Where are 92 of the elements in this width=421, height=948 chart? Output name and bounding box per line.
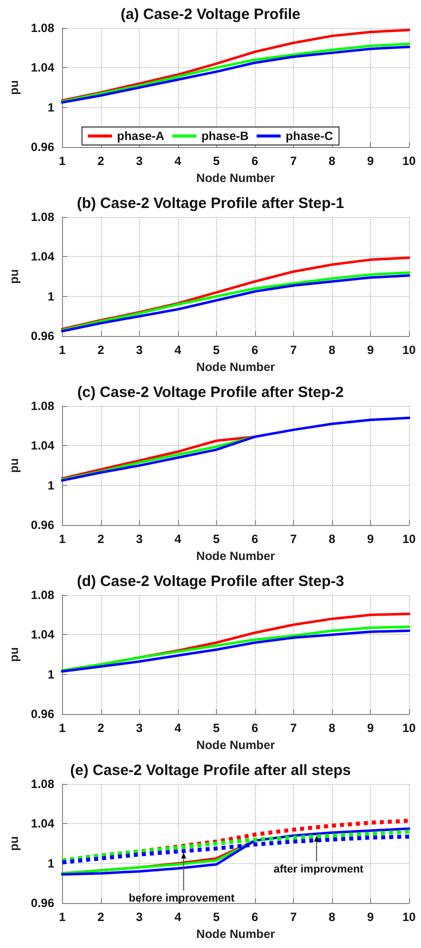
y-tick-label: 1 (48, 478, 55, 492)
x-tick-label: 9 (367, 910, 374, 924)
y-tick-label: 0.96 (30, 707, 55, 722)
x-tick-label: 6 (252, 154, 259, 168)
x-tick-label: 1 (58, 532, 66, 546)
x-tick-label: 2 (97, 154, 104, 168)
chart-title: (d) Case-2 Voltage Profile after Step-3 (76, 573, 344, 590)
x-tick-label: 6 (252, 532, 259, 546)
x-tick-label: 2 (97, 910, 104, 924)
x-axis-title: Node Number (196, 171, 276, 185)
x-axis-title: Node Number (196, 738, 276, 752)
y-tick-label: 1.08 (30, 777, 55, 791)
line-series (61, 827, 410, 876)
x-tick-label: 5 (213, 532, 220, 546)
x-tick-label: 10 (402, 910, 416, 924)
x-tick-label: 10 (402, 721, 416, 736)
y-tick-label: 1 (48, 856, 55, 870)
x-tick-label: 9 (367, 343, 374, 358)
x-tick-label: 8 (328, 910, 336, 924)
x-tick-label: 5 (213, 343, 220, 358)
y-tick-label: 1.04 (30, 628, 55, 642)
x-tick-label: 1 (58, 343, 66, 358)
x-tick-label: 6 (252, 343, 259, 358)
x-tick-label: 1 (58, 910, 66, 924)
x-tick-label: 10 (402, 532, 416, 546)
x-tick-label: 4 (174, 910, 182, 924)
chart-title: (c) Case-2 Voltage Profile after Step-2 (77, 384, 344, 401)
chart-title: (b) Case-2 Voltage Profile after Step-1 (76, 195, 344, 212)
legend-label: phase-B (201, 129, 250, 143)
y-tick-label: 1 (48, 100, 55, 114)
x-tick-label: 9 (367, 532, 374, 546)
y-axis-title: pu (7, 458, 21, 473)
annotation: before improvement (128, 892, 235, 904)
x-tick-label: 3 (136, 154, 143, 168)
y-axis-title: pu (7, 836, 21, 851)
x-tick-label: 4 (174, 532, 182, 546)
chart-title: (a) Case-2 Voltage Profile (120, 6, 300, 23)
y-axis-title: pu (7, 80, 21, 95)
y-tick-label: 1 (48, 667, 55, 682)
x-axis-title: Node Number (196, 360, 276, 374)
x-tick-label: 3 (136, 532, 143, 546)
x-tick-label: 8 (328, 532, 336, 546)
y-tick-label: 1.08 (30, 399, 55, 413)
annotation: after improvment (274, 864, 364, 876)
x-tick-label: 8 (328, 154, 336, 168)
y-tick-label: 0.96 (30, 896, 55, 910)
x-tick-label: 5 (213, 154, 220, 168)
x-tick-label: 7 (290, 532, 298, 546)
x-tick-label: 7 (290, 910, 298, 924)
y-axis-title: pu (7, 269, 21, 284)
legend-label: phase-A (116, 129, 165, 143)
x-tick-label: 1 (58, 721, 66, 736)
x-tick-label: 4 (174, 721, 182, 736)
y-tick-label: 1.08 (30, 588, 55, 602)
y-tick-label: 0.96 (30, 518, 55, 532)
x-tick-label: 4 (174, 154, 182, 168)
x-tick-label: 3 (136, 910, 143, 924)
y-tick-label: 1.08 (30, 21, 55, 35)
x-tick-label: 7 (290, 343, 298, 358)
x-tick-label: 8 (328, 721, 336, 736)
y-tick-label: 1 (48, 289, 55, 304)
x-tick-label: 2 (97, 721, 104, 736)
x-tick-label: 5 (213, 721, 220, 736)
x-tick-label: 6 (252, 910, 259, 924)
x-axis-title: Node Number (196, 549, 276, 563)
x-tick-label: 6 (252, 721, 259, 736)
x-tick-label: 3 (136, 721, 143, 736)
x-tick-label: 2 (97, 532, 104, 546)
chart-title: (e) Case-2 Voltage Profile after all steps (70, 762, 351, 779)
y-tick-label: 1.04 (30, 816, 55, 831)
x-tick-label: 9 (367, 154, 374, 168)
x-tick-label: 4 (174, 343, 182, 358)
x-tick-label: 10 (402, 343, 416, 358)
y-tick-label: 0.96 (30, 329, 55, 344)
y-tick-label: 0.96 (30, 140, 55, 154)
line-series (61, 416, 410, 482)
x-tick-label: 10 (402, 154, 416, 168)
x-tick-label: 3 (136, 343, 143, 358)
y-tick-label: 1.04 (30, 438, 55, 453)
x-tick-label: 9 (367, 721, 374, 736)
y-tick-label: 1.08 (30, 210, 55, 224)
legend-label: phase-C (286, 129, 334, 143)
x-tick-label: 8 (328, 343, 336, 358)
x-axis-title: Node Number (196, 927, 276, 941)
y-tick-label: 1.04 (30, 250, 55, 264)
y-axis-title: pu (7, 647, 21, 662)
x-tick-label: 2 (97, 343, 104, 358)
x-tick-label: 7 (290, 154, 298, 168)
x-tick-label: 1 (58, 154, 66, 168)
y-tick-label: 1.04 (30, 60, 55, 75)
x-tick-label: 5 (213, 910, 220, 924)
x-tick-label: 7 (290, 721, 298, 736)
